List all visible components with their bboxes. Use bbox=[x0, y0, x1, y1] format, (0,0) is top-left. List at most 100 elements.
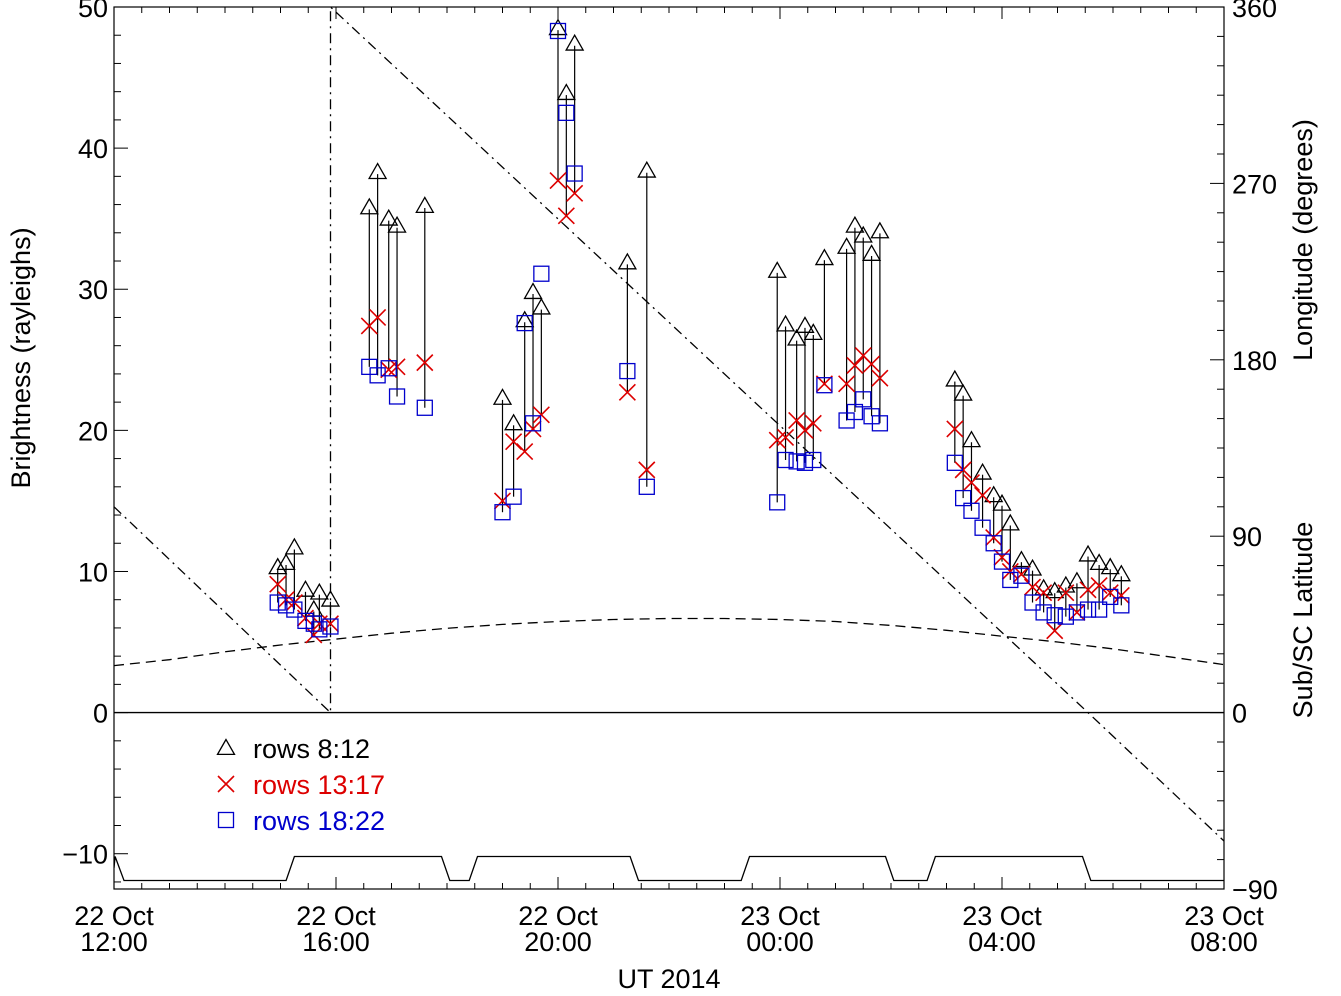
square-point bbox=[846, 403, 864, 421]
triangle-point bbox=[775, 314, 796, 332]
x-point bbox=[804, 414, 822, 432]
x-point bbox=[305, 626, 323, 644]
triangle-point bbox=[503, 413, 524, 431]
square-point bbox=[805, 451, 822, 469]
x-point bbox=[846, 356, 864, 375]
x-tick-label-date: 23 Oct bbox=[1184, 901, 1264, 931]
y-right-tick-label: 270 bbox=[1232, 169, 1277, 199]
legend: rows 8:12 rows 13:17 rows 18:22 bbox=[216, 734, 385, 836]
x-tick-label-date: 22 Oct bbox=[74, 901, 154, 931]
x-tick-label-date: 22 Oct bbox=[518, 901, 598, 931]
square-point bbox=[855, 391, 872, 408]
x-tick-label-date: 23 Oct bbox=[962, 901, 1042, 931]
triangle-point bbox=[565, 33, 585, 51]
legend-label: rows 13:17 bbox=[253, 770, 385, 800]
y-left-tick-label: −10 bbox=[62, 840, 108, 870]
triangle-point bbox=[861, 244, 882, 261]
square-point bbox=[305, 615, 322, 632]
y-left-tick-label: 0 bbox=[93, 699, 108, 729]
x-point bbox=[638, 461, 656, 479]
x-tick-label-time: 20:00 bbox=[524, 927, 592, 957]
triangle-point bbox=[1089, 553, 1109, 571]
square-point bbox=[516, 314, 533, 332]
square-point bbox=[1057, 608, 1074, 625]
square-point bbox=[416, 399, 433, 416]
curves bbox=[114, 7, 1224, 882]
x-point bbox=[1068, 603, 1086, 621]
x-point bbox=[388, 358, 406, 376]
square-point bbox=[1024, 594, 1041, 611]
square-point bbox=[974, 519, 991, 536]
x-point bbox=[954, 461, 972, 479]
triangle-point bbox=[531, 297, 551, 315]
x-tick-label-date: 22 Oct bbox=[296, 901, 376, 931]
triangle-point bbox=[992, 493, 1012, 511]
square-point bbox=[838, 412, 855, 429]
triangle-point bbox=[1000, 513, 1020, 531]
x-point bbox=[1090, 577, 1108, 595]
x-point bbox=[566, 184, 584, 202]
x-point bbox=[1012, 565, 1030, 583]
triangle-point bbox=[787, 328, 807, 346]
square-point bbox=[1013, 567, 1030, 584]
square-point bbox=[1090, 601, 1108, 618]
triangle-point bbox=[961, 430, 982, 448]
triangle-point bbox=[415, 196, 435, 214]
y-right-tick-label: −90 bbox=[1232, 875, 1278, 905]
triangle-point bbox=[767, 261, 787, 278]
triangle-point bbox=[268, 557, 288, 575]
triangle-point bbox=[1111, 564, 1131, 582]
triangle-point bbox=[359, 197, 379, 215]
square-point bbox=[277, 597, 295, 614]
square-point bbox=[380, 360, 397, 377]
triangle-point bbox=[515, 310, 535, 328]
x-tick-label-time: 08:00 bbox=[1190, 927, 1258, 957]
x-point bbox=[549, 172, 567, 190]
legend-label: rows 8:12 bbox=[253, 734, 370, 764]
triangle-point bbox=[492, 388, 513, 405]
x-point bbox=[974, 486, 992, 504]
x-point bbox=[993, 548, 1011, 566]
square-point bbox=[505, 488, 522, 505]
square-point bbox=[777, 451, 794, 469]
triangle-point bbox=[523, 282, 543, 300]
y-right-tick-label: 90 bbox=[1232, 522, 1262, 552]
x-point bbox=[946, 420, 964, 438]
square-point bbox=[549, 22, 567, 40]
triangle-point bbox=[556, 83, 576, 101]
x-point bbox=[618, 383, 636, 401]
square-point bbox=[311, 621, 328, 638]
x-tick-label-date: 23 Oct bbox=[740, 901, 820, 931]
x-point bbox=[838, 375, 856, 393]
square-point bbox=[1068, 604, 1086, 621]
triangle-point bbox=[617, 252, 637, 270]
x-point bbox=[1001, 562, 1019, 581]
y-left-axis-label: Brightness (rayleighs) bbox=[6, 227, 36, 488]
triangle-point bbox=[548, 18, 568, 36]
x-point bbox=[815, 375, 833, 393]
square-point bbox=[1113, 597, 1130, 614]
triangle-point bbox=[803, 323, 823, 341]
x-tick-label-time: 04:00 bbox=[968, 927, 1036, 957]
triangle-point bbox=[368, 162, 388, 180]
square-point bbox=[558, 104, 575, 121]
longitude-curve bbox=[114, 7, 1224, 842]
triangle-point bbox=[637, 160, 657, 178]
x-axis-label: UT 2014 bbox=[617, 964, 720, 994]
square-point bbox=[816, 377, 833, 394]
y-left-tick-label: 40 bbox=[78, 134, 108, 164]
x-point bbox=[863, 355, 881, 373]
x-point bbox=[1057, 584, 1075, 602]
square-point bbox=[769, 494, 786, 511]
square-point bbox=[533, 265, 550, 282]
x-point bbox=[516, 442, 534, 461]
square-point bbox=[946, 454, 963, 471]
y-left-tick-label: 30 bbox=[78, 275, 108, 305]
square-point bbox=[985, 535, 1002, 552]
square-point bbox=[955, 489, 972, 507]
x-point bbox=[296, 609, 315, 627]
square-point bbox=[619, 362, 636, 380]
x-point bbox=[321, 615, 340, 633]
square-point bbox=[796, 454, 814, 471]
